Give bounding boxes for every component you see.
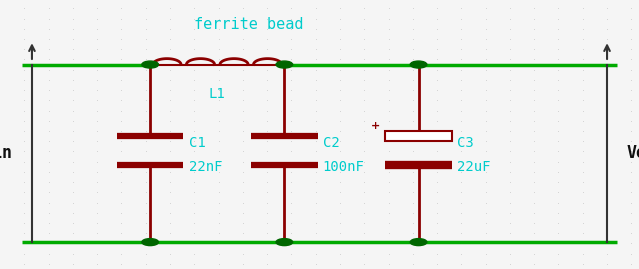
Text: L1: L1 [209,87,226,101]
Text: C3: C3 [457,136,473,150]
Circle shape [410,239,427,246]
Bar [385,131,452,141]
Text: C2: C2 [323,136,339,150]
Circle shape [142,239,158,246]
Text: ferrite bead: ferrite bead [194,17,304,32]
Circle shape [276,239,293,246]
Text: C1: C1 [189,136,205,150]
Text: 100nF: 100nF [323,160,365,174]
Text: 22nF: 22nF [189,160,222,174]
Text: 22uF: 22uF [457,160,490,174]
Circle shape [142,61,158,68]
Text: Vin: Vin [0,144,13,162]
Text: +: + [371,121,380,132]
Circle shape [410,61,427,68]
Circle shape [276,61,293,68]
Text: Vout: Vout [626,144,639,162]
